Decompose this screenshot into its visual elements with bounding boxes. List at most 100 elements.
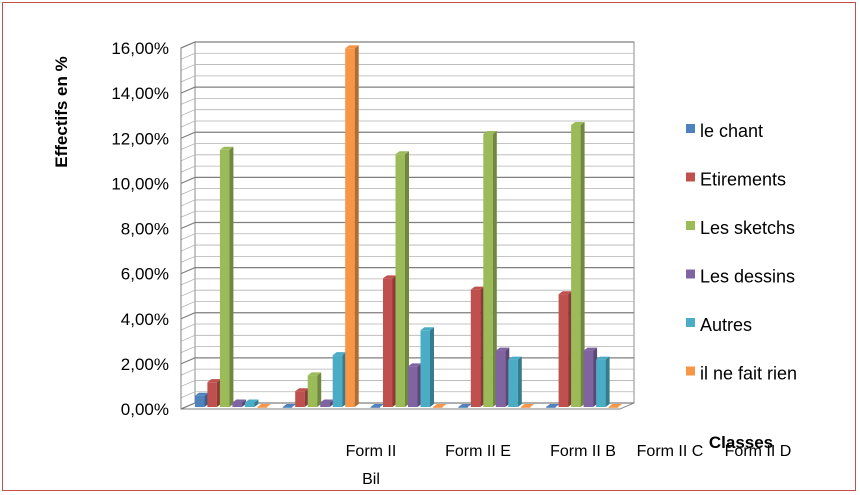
legend-label: Les dessins xyxy=(700,267,795,287)
bar xyxy=(408,363,422,407)
bar-front xyxy=(332,355,343,407)
bar-front xyxy=(295,391,305,407)
y-tick-label: 10,00% xyxy=(111,174,169,193)
y-tick-label: 0,00% xyxy=(121,400,169,419)
bar-side xyxy=(605,356,610,407)
bar-front xyxy=(583,350,594,407)
legend: le chant Etirements Les sketchs Les dessins… xyxy=(686,121,797,384)
bar-front xyxy=(470,289,481,407)
y-tick-label: 16,00% xyxy=(111,39,169,58)
bar xyxy=(571,121,585,407)
x-axis-label: Classes xyxy=(709,433,773,452)
bar xyxy=(483,130,497,407)
bar-top xyxy=(282,404,297,407)
bar-top xyxy=(458,404,472,407)
bar-front xyxy=(558,294,569,407)
bar-top xyxy=(307,372,322,376)
bar-top xyxy=(546,404,560,407)
bar-top xyxy=(332,352,347,356)
bar-top xyxy=(219,146,234,150)
category-label: Form II E xyxy=(445,443,511,460)
y-tick-labels: 0,00% 2,00% 4,00% 6,00% 8,00% 10,00% 12,00% 14,… xyxy=(111,39,169,419)
bar-front xyxy=(420,330,430,407)
bar-top xyxy=(295,388,309,392)
category-labels: Form II Bil Form II E Form II B Form II C For… xyxy=(346,443,792,488)
bar xyxy=(433,404,447,408)
bar-side xyxy=(229,146,234,407)
minor-gridline xyxy=(180,52,634,60)
bar-side xyxy=(517,356,522,407)
bar-top xyxy=(596,356,610,360)
bar-front xyxy=(219,149,230,407)
bar-top xyxy=(520,404,535,407)
bar xyxy=(257,404,271,408)
category-label: Form II D xyxy=(725,443,792,460)
bar-front xyxy=(546,407,556,408)
bar xyxy=(495,347,510,407)
y-tick-label: 2,00% xyxy=(121,355,169,374)
bar-top xyxy=(370,404,384,407)
bar xyxy=(458,404,472,408)
y-tick-label: 4,00% xyxy=(121,310,169,329)
legend-item: il ne fait rien xyxy=(686,364,797,384)
bar-top xyxy=(320,399,334,403)
bar-front xyxy=(194,395,205,407)
bar-top xyxy=(508,356,522,360)
bar-side xyxy=(405,151,409,407)
legend-label: Autres xyxy=(700,315,752,335)
bar-front xyxy=(345,48,355,407)
bar xyxy=(520,404,535,408)
bar xyxy=(583,347,598,407)
bar xyxy=(207,379,221,407)
legend-swatch xyxy=(686,269,695,279)
bar-front xyxy=(520,407,531,408)
legend-swatch xyxy=(686,172,695,182)
bar-front xyxy=(458,407,468,408)
bar xyxy=(596,356,610,407)
legend-swatch xyxy=(686,366,695,376)
legend-swatch xyxy=(686,318,695,327)
bar-front xyxy=(571,124,581,407)
bar-top xyxy=(483,130,497,134)
bar-front xyxy=(232,402,242,407)
bar xyxy=(608,404,623,408)
bar-top xyxy=(257,404,271,407)
bar-top xyxy=(583,347,598,351)
bar-top xyxy=(433,404,447,407)
legend-label: Les sketchs xyxy=(700,218,795,238)
bar-front xyxy=(495,350,506,407)
bar-top xyxy=(232,399,246,403)
bar-side xyxy=(492,130,497,407)
bar xyxy=(383,275,397,407)
bar xyxy=(508,356,522,407)
bar xyxy=(232,399,246,407)
bar xyxy=(420,327,434,407)
bar-front xyxy=(370,407,380,408)
bar xyxy=(345,45,359,407)
bar-top xyxy=(558,291,573,295)
bar-top xyxy=(495,347,510,351)
bar-front xyxy=(483,133,493,407)
bar-top xyxy=(395,151,409,155)
minor-gridline xyxy=(180,75,634,83)
bar-side xyxy=(241,399,246,407)
bar-top xyxy=(608,404,623,407)
legend-item: le chant xyxy=(686,121,763,141)
bar-front xyxy=(257,407,267,408)
bar-front xyxy=(408,366,418,407)
legend-item: Les sketchs xyxy=(686,218,795,238)
y-tick-label: 6,00% xyxy=(121,265,169,284)
bar xyxy=(219,146,234,407)
legend-item: Autres xyxy=(686,315,752,335)
bar xyxy=(395,151,409,407)
bar-front xyxy=(433,407,443,408)
bar-side xyxy=(354,45,359,407)
bar-side xyxy=(580,121,585,407)
bar xyxy=(558,291,573,407)
gridlines xyxy=(180,41,634,410)
legend-swatch xyxy=(686,124,695,133)
bar-front xyxy=(395,154,405,407)
y-tick-label: 12,00% xyxy=(111,129,169,148)
bar-front xyxy=(608,407,619,408)
